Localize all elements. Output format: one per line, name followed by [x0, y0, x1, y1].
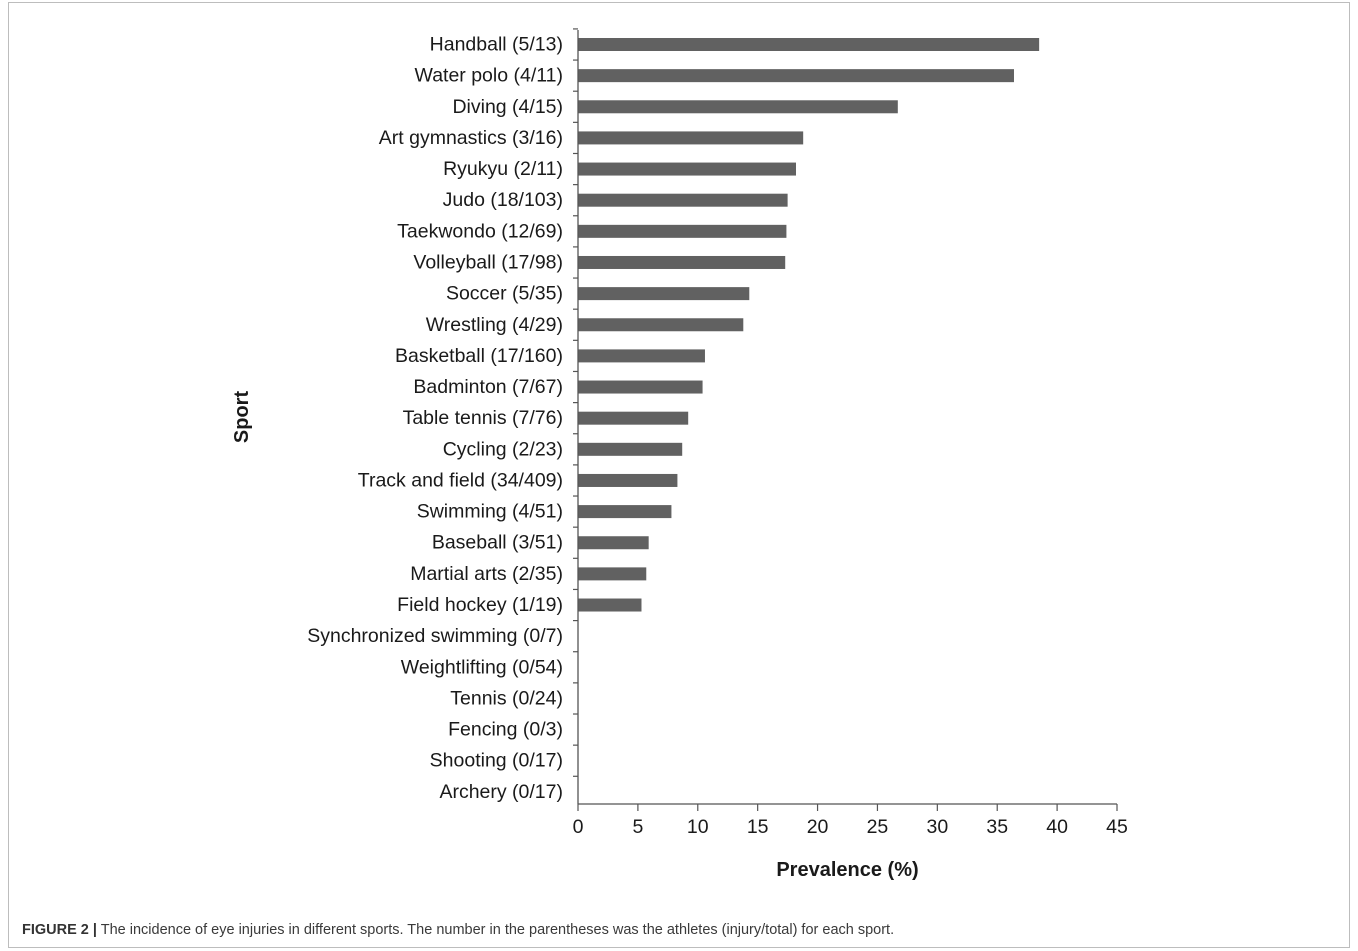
- bar: [578, 287, 750, 301]
- bar: [578, 255, 786, 269]
- bar: [578, 442, 683, 456]
- caption-label: FIGURE 2 |: [22, 922, 97, 938]
- x-tick-label: 15: [747, 816, 769, 838]
- category-label: Handball (5/13): [430, 34, 563, 56]
- category-label: Judo (18/103): [443, 189, 563, 211]
- caption-text: The incidence of eye injuries in differe…: [100, 922, 895, 938]
- category-label: Table tennis (7/76): [403, 407, 563, 429]
- bar: [578, 193, 788, 207]
- category-label: Basketball (17/160): [395, 345, 563, 367]
- category-labels: Handball (5/13) Water polo (4/11) Diving (…: [307, 34, 563, 803]
- bar: [578, 131, 804, 145]
- bars: [578, 38, 1040, 612]
- category-label: Shooting (0/17): [430, 750, 563, 772]
- bar: [578, 69, 1014, 83]
- category-label: Water polo (4/11): [415, 65, 563, 87]
- category-label: Diving (4/15): [452, 96, 563, 118]
- x-tick-label: 30: [926, 816, 948, 838]
- x-tick-label: 40: [1046, 816, 1068, 838]
- x-tick-label: 5: [632, 816, 643, 838]
- bar: [578, 349, 705, 363]
- category-label: Taekwondo (12/69): [397, 220, 563, 242]
- category-label: Ryukyu (2/11): [443, 158, 563, 180]
- category-label: Weightlifting (0/54): [401, 656, 563, 678]
- category-label: Volleyball (17/98): [413, 251, 563, 273]
- category-label: Martial arts (2/35): [410, 563, 563, 585]
- category-label: Track and field (34/409): [358, 469, 563, 491]
- figure-frame: [8, 2, 1350, 948]
- bar: [578, 100, 898, 114]
- figure-caption: FIGURE 2 | The incidence of eye injuries…: [22, 922, 894, 938]
- bar: [578, 224, 787, 238]
- bar: [578, 567, 647, 581]
- bar: [578, 380, 703, 394]
- category-label: Cycling (2/23): [443, 438, 563, 460]
- bar: [578, 536, 649, 550]
- category-label: Wrestling (4/29): [426, 314, 563, 336]
- category-label: Baseball (3/51): [432, 532, 563, 554]
- category-label: Archery (0/17): [439, 781, 563, 803]
- category-label: Art gymnastics (3/16): [379, 127, 563, 149]
- category-label: Tennis (0/24): [450, 687, 563, 709]
- x-axis-title: Prevalence (%): [776, 859, 918, 881]
- x-tick-label: 0: [573, 816, 584, 838]
- axes: [577, 30, 1117, 805]
- x-axis-ticks: 0 5 10 15 20 25 30 35 40 45: [573, 28, 1128, 838]
- category-label: Synchronized swimming (0/7): [307, 625, 563, 647]
- category-label: Swimming (4/51): [417, 501, 563, 523]
- x-tick-label: 20: [807, 816, 829, 838]
- category-label: Soccer (5/35): [446, 283, 563, 305]
- x-tick-label: 45: [1106, 816, 1128, 838]
- y-axis-title: Sport: [231, 391, 253, 444]
- x-tick-label: 35: [986, 816, 1008, 838]
- category-label: Field hockey (1/19): [397, 594, 563, 616]
- bar: [578, 411, 689, 425]
- bar: [578, 162, 796, 176]
- bar: [578, 318, 744, 332]
- bar: [578, 505, 672, 519]
- category-label: Badminton (7/67): [413, 376, 563, 398]
- x-tick-label: 10: [687, 816, 709, 838]
- bar: [578, 598, 642, 612]
- category-label: Fencing (0/3): [448, 719, 563, 741]
- x-tick-label: 25: [867, 816, 889, 838]
- bar: [578, 473, 678, 487]
- bar: [578, 38, 1040, 51]
